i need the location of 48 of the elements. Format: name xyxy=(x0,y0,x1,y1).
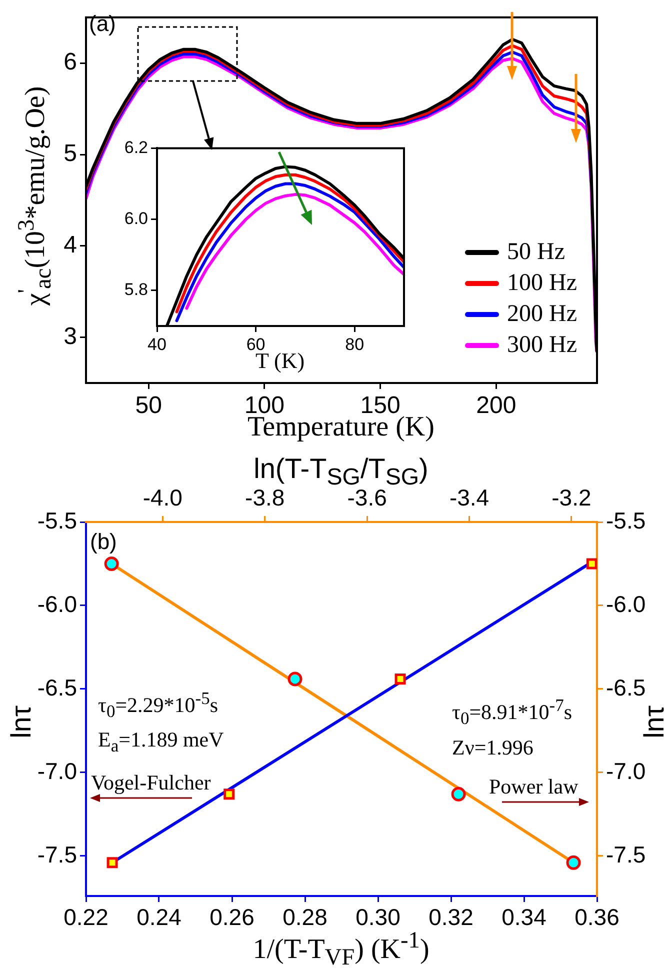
x-tick-label: 0.32 xyxy=(428,904,474,930)
y-tick-label: 3 xyxy=(64,322,77,350)
annotation: (a) xyxy=(89,10,116,36)
y-tick-label: 6.2 xyxy=(124,138,148,157)
y-tick-label: 5 xyxy=(64,140,77,168)
x-tick-label: 0.26 xyxy=(210,904,254,930)
x2-tick-label: -3.4 xyxy=(449,484,490,511)
x-tick-label: 0.28 xyxy=(282,904,328,930)
y-tick-label: -6.0 xyxy=(37,590,77,617)
y2-axis-title: lnτ xyxy=(638,706,670,738)
x-tick-label: 0.36 xyxy=(574,904,620,930)
y-tick-label: 6.0 xyxy=(124,209,148,228)
x-tick-label: 150 xyxy=(360,392,400,420)
y2-tick-label: -6.5 xyxy=(606,674,646,700)
y-tick-label: -6.5 xyxy=(37,674,77,700)
y-axis-title: lnτ xyxy=(6,706,38,738)
annotation: τ$_{0}$=8.91*10$^{-7}$s xyxy=(452,694,572,728)
x-tick-label: 50 xyxy=(135,392,162,420)
y2-tick-label: -5.5 xyxy=(606,507,646,534)
y2-tick-label: -7.0 xyxy=(606,758,646,784)
x-axis-title: 1/(T-T$_{VF}$) (K$^{-1}$) xyxy=(252,928,430,972)
y-tick-label: -7.0 xyxy=(37,758,77,784)
x-tick-label: 200 xyxy=(476,392,516,420)
legend-label: 300 Hz xyxy=(507,332,577,359)
annotation: Zν=1.996 xyxy=(452,735,534,760)
y-tick-label: 6 xyxy=(64,48,77,76)
x-tick-label: 80 xyxy=(345,334,364,354)
annotation: Vogel-Fulcher xyxy=(91,770,211,795)
annotation: τ$_{0}$=2.29*10$^{-5}$s xyxy=(98,688,218,722)
y2-tick-label: -7.5 xyxy=(606,841,646,868)
x-tick-label: 0.30 xyxy=(356,904,400,930)
x2-tick-label: -3.2 xyxy=(552,484,592,511)
x-tick-label: 0.24 xyxy=(136,904,182,930)
legend-label: 50 Hz xyxy=(507,239,565,266)
y-tick-label: -5.5 xyxy=(37,507,77,534)
annotation: Power law xyxy=(489,774,578,799)
legend-label: 200 Hz xyxy=(507,301,577,328)
x-tick-label: 40 xyxy=(148,334,166,354)
annotation: E$_{a}$=1.189 meV xyxy=(98,727,224,756)
y2-tick-label: -6.0 xyxy=(606,590,646,617)
legend-label: 100 Hz xyxy=(507,270,577,297)
x-tick-label: 0.34 xyxy=(502,904,547,930)
annotation: (b) xyxy=(90,528,117,554)
x2-tick-label: -4.0 xyxy=(142,484,182,511)
y-tick-label: 4 xyxy=(64,232,77,259)
y-tick-label: -7.5 xyxy=(37,841,77,868)
y-tick-label: 5.8 xyxy=(124,280,148,300)
x-tick-label: 0.22 xyxy=(64,904,108,930)
